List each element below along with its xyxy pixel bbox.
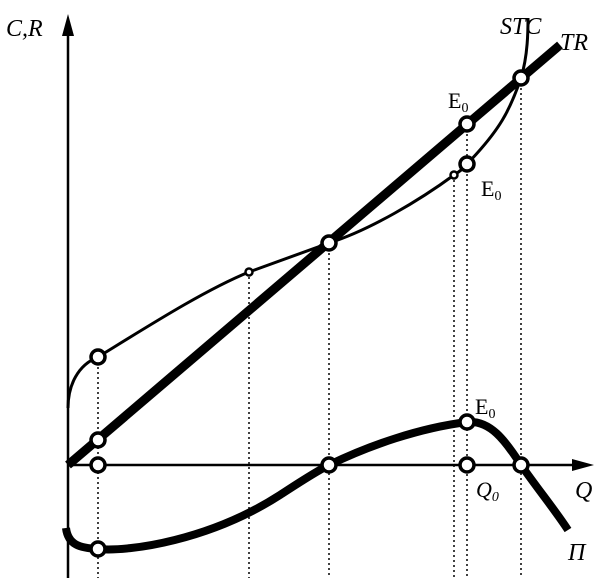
tr-label: TR	[560, 30, 588, 56]
tr-e0-point	[458, 115, 476, 133]
x-axis-label: Q	[575, 478, 592, 504]
profit-zero-point-2	[512, 456, 530, 474]
stc-intercept-point	[89, 348, 107, 366]
stc-curve	[66, 17, 530, 409]
e0-label-mid: E0	[481, 176, 501, 204]
q0-label-main: Q	[476, 477, 492, 502]
stc-e0-point	[458, 155, 476, 173]
profit-label: Π	[567, 540, 587, 566]
e0-label-low: E0	[475, 394, 495, 422]
breakeven-point-2	[512, 69, 530, 87]
stc-label: STC	[500, 14, 542, 40]
q0-point	[458, 456, 476, 474]
x-axis-arrow	[572, 459, 594, 471]
e0-label-top-main: E	[448, 88, 461, 113]
x-axis-point-1	[89, 456, 107, 474]
profit-max-point	[458, 413, 476, 431]
points	[89, 69, 530, 558]
e0-label-mid-sub: 0	[494, 189, 501, 204]
profit-min-point	[89, 540, 107, 558]
guide-lines	[97, 78, 522, 578]
y-axis-label: C,R	[6, 16, 43, 42]
profit-zero-point-1	[320, 456, 338, 474]
e0-label-low-main: E	[475, 394, 488, 419]
e0-label-low-sub: 0	[488, 407, 495, 422]
e0-label-top-sub: 0	[461, 101, 468, 116]
y-axis-arrow	[62, 14, 74, 36]
e0-label-mid-main: E	[481, 176, 494, 201]
stc-small-point	[449, 170, 459, 180]
stc-inflection-point	[244, 267, 254, 277]
e0-label-top: E0	[448, 88, 468, 116]
profit-curve	[62, 417, 572, 554]
breakeven-point-1	[320, 234, 338, 252]
q0-label-sub: 0	[492, 490, 499, 505]
tr-line	[65, 41, 563, 469]
tr-low-point	[89, 431, 107, 449]
q0-label: Q0	[476, 477, 499, 505]
